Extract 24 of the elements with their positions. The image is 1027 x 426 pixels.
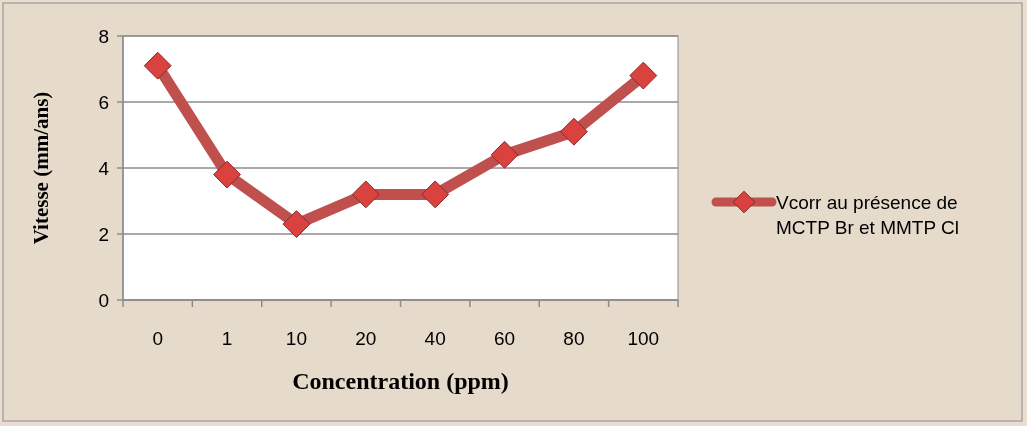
x-tick-label: 100 <box>627 328 660 349</box>
point <box>490 140 519 169</box>
y-tick-label: 4 <box>98 157 110 179</box>
point <box>143 51 172 80</box>
x-axis-title: Concentration (ppm) <box>292 368 509 394</box>
x-tick-label: 1 <box>221 328 233 349</box>
point <box>213 160 241 189</box>
x-tick-label: 60 <box>493 328 516 349</box>
legend-label: Vcorr au présence de MCTP Br et MMTP Cl <box>776 191 959 239</box>
y-tick-label: 2 <box>98 223 109 245</box>
point <box>351 180 380 209</box>
x-tick-label: 20 <box>355 328 377 349</box>
x-tick-label: 10 <box>285 328 308 349</box>
x-tick-label: 40 <box>424 328 446 349</box>
y-tick-label: 6 <box>98 91 109 113</box>
point <box>421 180 450 209</box>
point <box>629 61 658 90</box>
y-tick-label: 0 <box>98 289 109 311</box>
point <box>282 210 311 239</box>
y-tick-label: 8 <box>98 25 109 47</box>
y-axis-title: Vitesse (mm/ans) <box>29 91 53 245</box>
point <box>560 117 588 146</box>
x-tick-label: 0 <box>152 328 163 349</box>
x-tick-label: 80 <box>563 328 585 349</box>
